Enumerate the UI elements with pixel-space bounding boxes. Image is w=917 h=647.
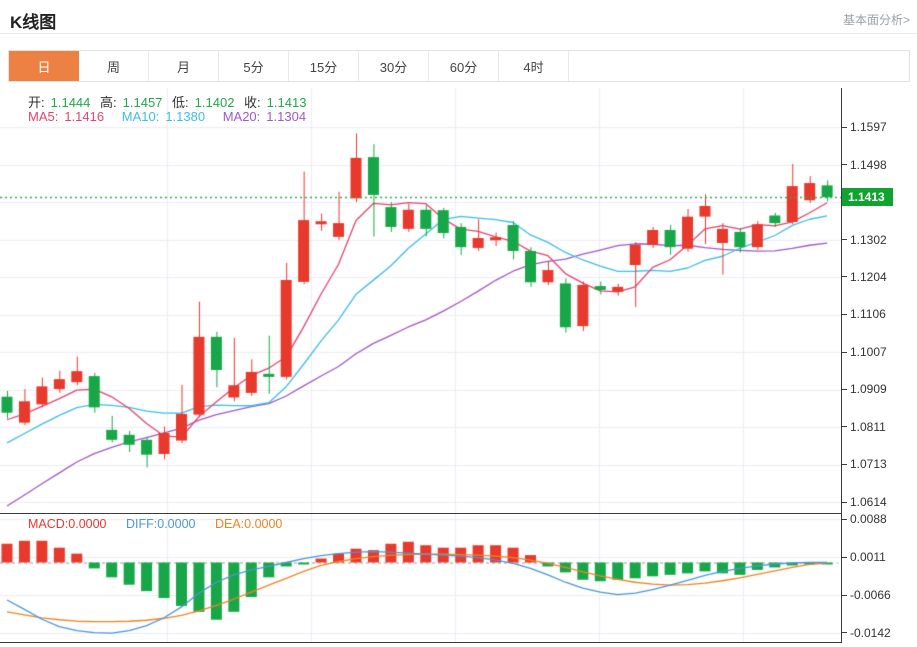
- tick-mark: [842, 388, 847, 390]
- fundamental-analysis-link[interactable]: 基本面分析>: [842, 13, 910, 27]
- low-value: 1.1402: [194, 95, 235, 110]
- page-title: K线图: [10, 13, 57, 32]
- axis-tick: 1.1204: [842, 270, 887, 284]
- tick-label: -0.0066: [850, 588, 891, 603]
- tick-label: 1.1106: [850, 307, 886, 322]
- tick-label: 0.0088: [850, 512, 887, 527]
- axis-tick: 1.0713: [842, 457, 887, 471]
- high-value: 1.1457: [122, 95, 163, 110]
- axis-tick: -0.0142: [842, 626, 891, 640]
- open-value: 1.1444: [50, 95, 91, 110]
- tick-label: 1.0713: [850, 457, 887, 472]
- tick-label: 1.0614: [850, 495, 887, 509]
- tick-mark: [842, 556, 847, 558]
- tab-日[interactable]: 日: [9, 51, 79, 81]
- tick-label: 1.1498: [850, 157, 887, 172]
- tick-mark: [842, 463, 847, 465]
- axis-tick: 0.0011: [842, 550, 886, 564]
- macd-chart-canvas[interactable]: [0, 513, 841, 643]
- tick-label: 0.0011: [850, 550, 886, 565]
- axis-tick: 1.1302: [842, 233, 887, 247]
- diff-label: DIFF:: [126, 517, 158, 531]
- axis-tick: 1.0811: [842, 420, 886, 434]
- tick-mark: [842, 518, 847, 520]
- tick-mark: [842, 632, 847, 634]
- axis-tick: 1.1106: [842, 307, 886, 321]
- tab-月[interactable]: 月: [149, 51, 219, 81]
- tick-mark: [842, 501, 847, 503]
- axis-tick: 1.1007: [842, 345, 887, 359]
- ma10-label: MA10:: [121, 109, 160, 124]
- axis-tick: 1.0614: [842, 495, 887, 509]
- axis-tick: 1.0909: [842, 382, 887, 396]
- low-label: 低:: [172, 95, 189, 110]
- tick-label: 1.1204: [850, 269, 887, 284]
- close-value: 1.1413: [266, 95, 307, 110]
- ma5-value: 1.1416: [64, 109, 105, 124]
- candlestick-chart-canvas[interactable]: [0, 88, 841, 513]
- tick-mark: [842, 126, 847, 128]
- macd-value: 0.0000: [68, 517, 107, 531]
- axis-tick: 1.1498: [842, 158, 887, 172]
- chart-area: [0, 88, 841, 643]
- macd-label: MACD:: [28, 517, 69, 531]
- axis-tick: -0.0066: [842, 588, 891, 602]
- tick-label: 1.1302: [850, 232, 887, 247]
- tick-label: 1.0811: [850, 419, 886, 434]
- header-divider: [0, 33, 917, 34]
- tick-mark: [842, 276, 847, 278]
- tab-4时[interactable]: 4时: [499, 51, 569, 81]
- current-price-tag: 1.1413: [842, 188, 893, 207]
- ma20-label: MA20:: [222, 109, 261, 124]
- tick-label: -0.0142: [850, 625, 891, 640]
- interval-tabbar: 日周月 5分 15分 30分 60分 4时: [8, 50, 910, 82]
- close-label: 收:: [244, 95, 261, 110]
- tick-mark: [842, 313, 847, 315]
- tick-label: 1.1597: [850, 120, 887, 134]
- tick-mark: [842, 239, 847, 241]
- tab-30分[interactable]: 30分: [359, 51, 429, 81]
- ma20-value: 1.1304: [266, 109, 307, 124]
- tab-周[interactable]: 周: [79, 51, 149, 81]
- ohlc-readout: 开: 1.1444 高: 1.1457 低: 1.1402 收: 1.1413: [28, 92, 312, 111]
- tab-5分[interactable]: 5分: [219, 51, 289, 81]
- macd-readout: MACD:0.0000 DIFF:0.0000 DEA:0.0000: [28, 517, 288, 531]
- axis-tick: 1.1597: [842, 120, 887, 134]
- tick-mark: [842, 164, 847, 166]
- dea-value: 0.0000: [244, 517, 283, 531]
- tick-mark: [842, 351, 847, 353]
- tab-15分[interactable]: 15分: [289, 51, 359, 81]
- high-label: 高:: [100, 95, 117, 110]
- price-axis: 1.1597 1.1498 1.1302 1.1204 1.1106 1.1007 1.09…: [841, 88, 917, 643]
- tick-mark: [842, 594, 847, 596]
- dea-label: DEA:: [214, 517, 245, 531]
- ma-readout: MA5: 1.1416 MA10: 1.1380 MA20: 1.1304: [28, 109, 312, 124]
- tab-60分[interactable]: 60分: [429, 51, 499, 81]
- open-label: 开:: [28, 95, 45, 110]
- axis-tick: 0.0088: [842, 512, 887, 526]
- tick-label: 1.0909: [850, 382, 887, 397]
- ma5-label: MA5:: [28, 109, 59, 124]
- tick-label: 1.1007: [850, 345, 887, 360]
- tick-mark: [842, 426, 847, 428]
- diff-value: 0.0000: [157, 517, 196, 531]
- ma10-value: 1.1380: [165, 109, 206, 124]
